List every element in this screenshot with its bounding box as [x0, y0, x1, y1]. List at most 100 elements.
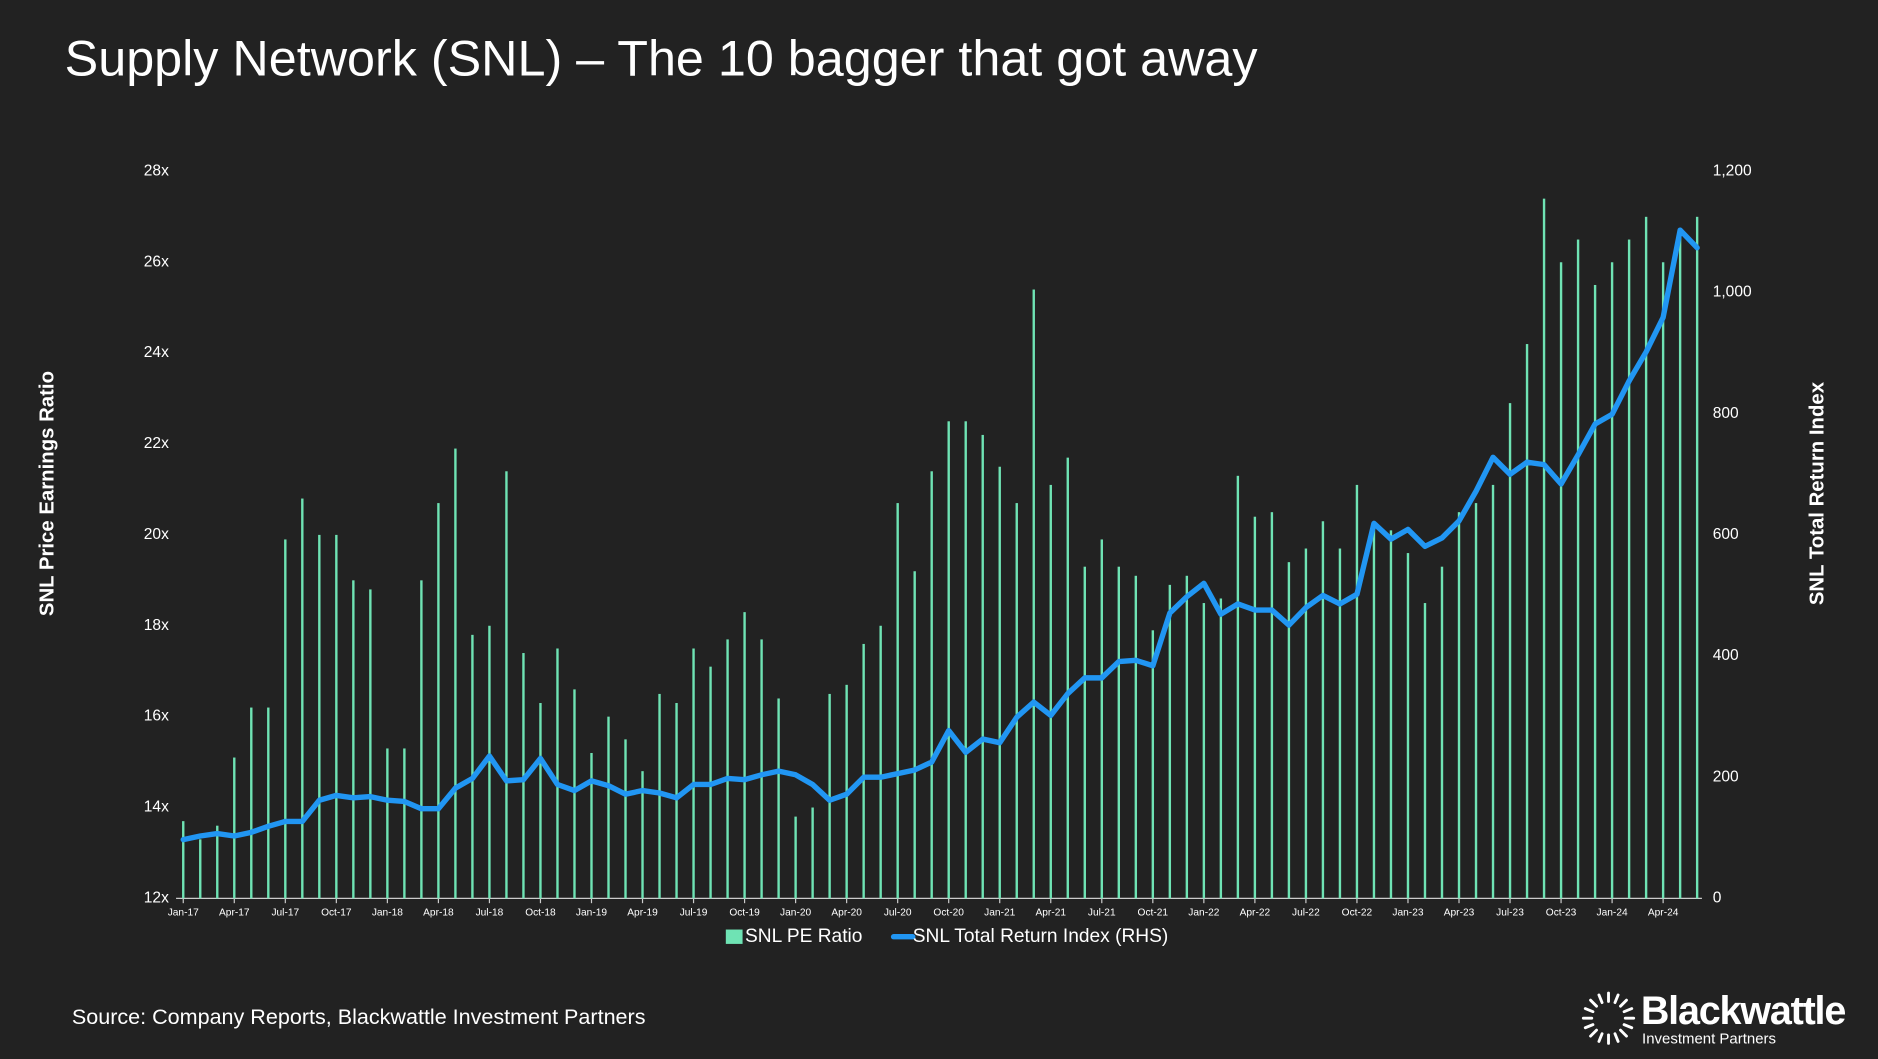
bar — [743, 612, 746, 899]
bar — [1168, 584, 1172, 899]
y2-tick-label: 400 — [1713, 647, 1739, 664]
bar — [777, 698, 780, 899]
chart-title: Supply Network (SNL) – The 10 bagger tha… — [65, 30, 1259, 87]
bar — [1253, 516, 1257, 899]
bar — [998, 466, 1001, 899]
bar — [1117, 566, 1121, 899]
x-tick-label: Jan-24 — [1597, 907, 1628, 918]
y2-tick-label: 800 — [1713, 405, 1739, 422]
logo-icon — [1581, 991, 1636, 1045]
x-tick-label: Oct-20 — [933, 907, 964, 918]
y2-tick-label: 600 — [1713, 526, 1739, 543]
bar — [1270, 512, 1274, 899]
bar — [403, 748, 406, 899]
y-axis-label: SNL Price Earnings Ratio — [36, 371, 58, 616]
bar — [1151, 630, 1155, 899]
bar — [267, 707, 270, 899]
bar — [335, 534, 338, 899]
bar — [1389, 530, 1393, 899]
x-tick-label: Apr-24 — [1648, 907, 1679, 918]
bar — [1508, 403, 1512, 899]
bar — [420, 580, 423, 899]
bar — [641, 771, 644, 899]
x-tick-label: Jul-20 — [884, 907, 912, 918]
legend-label: SNL PE Ratio — [745, 926, 862, 947]
bar — [250, 707, 253, 899]
bar — [794, 816, 797, 899]
bar — [811, 807, 814, 899]
x-tick-label: Oct-23 — [1546, 907, 1577, 918]
bar — [1372, 521, 1376, 899]
bar — [556, 648, 559, 899]
bar — [1423, 603, 1427, 899]
y2-axis-label: SNL Total Return Index — [1806, 381, 1828, 605]
x-tick-label: Jul-17 — [271, 907, 299, 918]
y2-tick-label: 0 — [1713, 890, 1722, 907]
bar — [1559, 262, 1563, 899]
x-tick-label: Jan-17 — [168, 907, 199, 918]
x-tick-label: Jan-18 — [372, 907, 403, 918]
bar — [437, 503, 440, 899]
logo-tagline: Investment Partners — [1642, 1031, 1776, 1048]
bar — [1100, 539, 1103, 899]
bar — [199, 839, 202, 899]
bar — [216, 825, 219, 899]
bar — [930, 471, 933, 899]
x-tick-label: Oct-22 — [1342, 907, 1373, 918]
x-tick-label: Apr-20 — [831, 907, 862, 918]
y-tick-label: 16x — [144, 708, 169, 725]
bar — [1661, 262, 1665, 899]
x-tick-label: Jan-22 — [1188, 907, 1219, 918]
x-tick-label: Jul-18 — [476, 907, 504, 918]
bar — [352, 580, 355, 899]
logo-name: Blackwattle — [1641, 989, 1845, 1033]
bar — [369, 589, 372, 899]
legend-swatch — [725, 929, 743, 944]
bar — [505, 471, 508, 899]
bar — [1542, 198, 1546, 899]
bar — [386, 748, 389, 899]
x-tick-label: Apr-17 — [219, 907, 250, 918]
bar — [879, 625, 882, 899]
bar — [1083, 566, 1086, 899]
bar — [896, 503, 899, 899]
bar — [573, 689, 576, 899]
bar — [1066, 457, 1069, 899]
bar — [539, 703, 542, 899]
x-tick-label: Apr-18 — [423, 907, 454, 918]
x-tick-label: Oct-21 — [1138, 907, 1169, 918]
x-tick-label: Oct-19 — [729, 907, 760, 918]
y-tick-label: 18x — [144, 617, 169, 634]
x-tick-label: Apr-19 — [627, 907, 658, 918]
bar — [1219, 598, 1223, 899]
legend-label: SNL Total Return Index (RHS) — [913, 926, 1169, 947]
x-tick-label: Jan-23 — [1392, 907, 1423, 918]
bar — [862, 643, 865, 899]
bar — [1474, 503, 1478, 899]
bar — [233, 757, 236, 899]
y2-tick-label: 1,000 — [1713, 284, 1752, 301]
bar — [1032, 289, 1035, 899]
bar — [1525, 344, 1529, 899]
bar — [1015, 503, 1018, 899]
bar — [1185, 575, 1189, 899]
bar — [590, 752, 593, 899]
bar — [1236, 475, 1240, 899]
bar — [1287, 562, 1291, 899]
x-tick-label: Apr-21 — [1035, 907, 1066, 918]
y-tick-label: 12x — [144, 890, 169, 907]
y-tick-label: 26x — [144, 253, 169, 270]
bar — [1695, 216, 1699, 899]
source-note: Source: Company Reports, Blackwattle Inv… — [72, 1004, 646, 1029]
bar — [488, 625, 491, 899]
bar — [1491, 484, 1495, 899]
y2-tick-label: 1,200 — [1713, 162, 1752, 179]
bar — [760, 639, 763, 899]
bar — [964, 421, 967, 899]
bar — [1134, 575, 1138, 899]
bar — [471, 634, 474, 899]
bar — [692, 648, 695, 899]
x-tick-label: Jan-21 — [984, 907, 1015, 918]
bar — [658, 693, 661, 899]
